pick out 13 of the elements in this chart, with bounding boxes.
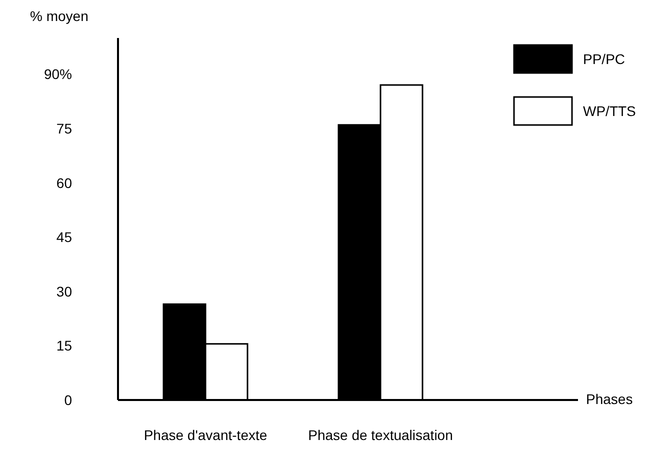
y-tick-label: 60 xyxy=(56,174,72,191)
y-tick-label: 45 xyxy=(56,229,72,246)
x-tick-label: Phase d'avant-texte xyxy=(144,426,268,443)
legend-label: WP/TTS xyxy=(583,103,636,119)
y-tick-label: 0 xyxy=(64,392,72,408)
y-tick-label: 75 xyxy=(56,120,72,136)
x-axis-title: Phases xyxy=(586,391,633,407)
y-tick-label: 90% xyxy=(44,66,72,82)
x-tick-label: Phase de textualisation xyxy=(308,426,453,443)
y-tick-label: 15 xyxy=(56,338,72,354)
y-tick-label: 30 xyxy=(56,283,72,300)
y-axis-title: % moyen xyxy=(30,8,88,24)
legend-label: PP/PC xyxy=(583,51,626,67)
